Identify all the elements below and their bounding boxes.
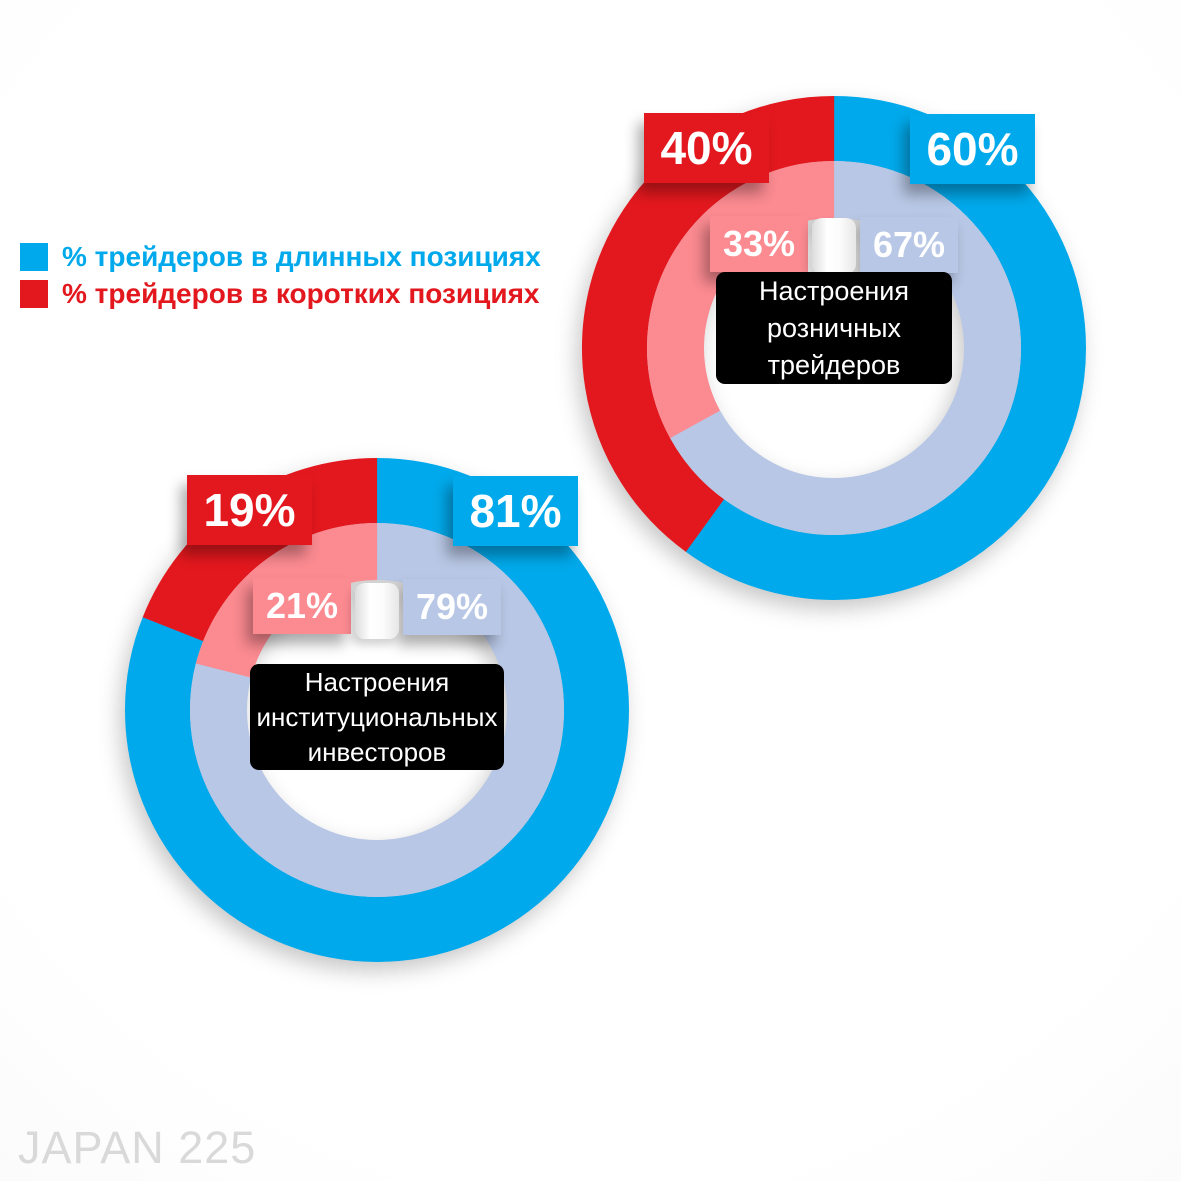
label-inner-short-badge: 33% <box>710 216 808 272</box>
ring-outer-short <box>582 95 1086 600</box>
chart-title-line: трейдеров <box>767 349 901 380</box>
center-divider-marker <box>355 583 399 639</box>
index-name-watermark: JAPAN 225 <box>18 1122 257 1173</box>
legend-label-short: % трейдеров в коротких позициях <box>62 278 540 309</box>
chart-title-line: Настроения <box>304 666 450 697</box>
donut-chart-retail: 40% 60% 33% 67% Настроения розничных тре… <box>574 88 1094 608</box>
label-inner-long-badge: 79% <box>403 579 501 635</box>
chart-title-box: Настроения институциональных инвесторов <box>250 664 504 770</box>
donut-rings <box>125 457 629 962</box>
label-outer-short-badge: 40% <box>644 113 769 183</box>
chart-title-line: розничных <box>767 312 901 343</box>
ring-inner-short <box>646 161 1021 535</box>
chart-title-box: Настроения розничных трейдеров <box>716 272 952 384</box>
label-outer-short-badge: 19% <box>187 475 312 545</box>
label-outer-long-badge: 81% <box>453 476 578 546</box>
ring-inner-short <box>189 522 564 897</box>
label-outer-long-badge: 60% <box>910 114 1035 184</box>
center-divider-marker <box>812 218 856 274</box>
legend-swatch-short-icon <box>20 280 48 308</box>
legend: % трейдеров в длинных позициях % трейдер… <box>20 241 541 317</box>
donut-rings <box>582 95 1086 600</box>
chart-title-line: инвесторов <box>307 736 447 767</box>
chart-title-line: Настроения <box>758 275 910 306</box>
legend-item-long: % трейдеров в длинных позициях <box>20 241 541 272</box>
donut-chart-institutional: 19% 81% 21% 79% Настроения институционал… <box>117 450 637 970</box>
legend-item-short: % трейдеров в коротких позициях <box>20 278 541 309</box>
label-inner-short-badge: 21% <box>253 578 351 634</box>
legend-label-long: % трейдеров в длинных позициях <box>62 241 541 272</box>
legend-swatch-long-icon <box>20 243 48 271</box>
label-inner-long-badge: 67% <box>860 217 958 273</box>
chart-title-line: институциональных <box>256 701 498 732</box>
